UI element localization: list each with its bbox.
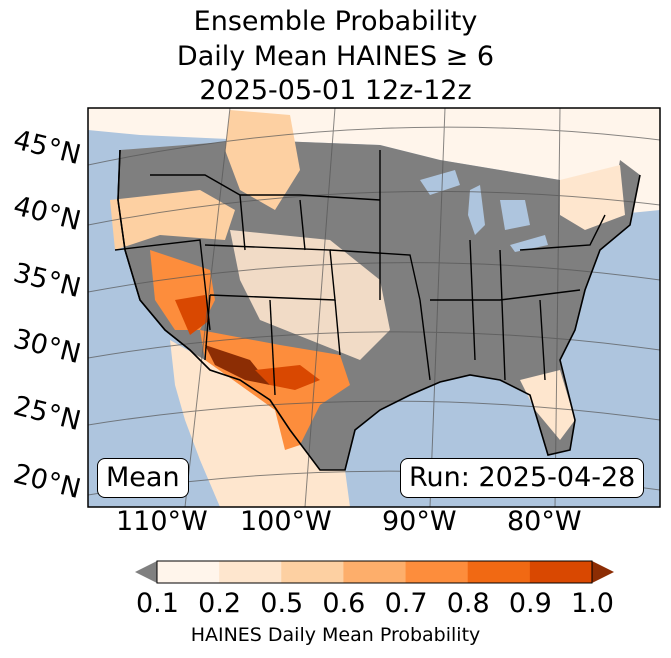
coastline	[117, 149, 641, 471]
colorbar-segment	[219, 561, 282, 583]
colorbar-segment	[281, 561, 344, 583]
prob-patch-florida	[520, 370, 575, 440]
lake-huron	[500, 200, 530, 230]
lon-label-110w: 110°W	[116, 506, 208, 537]
colorbar-frame	[156, 560, 593, 584]
colorbar-tick-label: 0.9	[508, 588, 552, 619]
colorbar-tick-label: 1.0	[571, 588, 614, 619]
prob-patch-arizona-west	[175, 295, 210, 335]
colorbar-label: HAINES Daily Mean Probability	[190, 624, 481, 646]
prob-patch-core	[205, 345, 270, 385]
state-borders	[114, 149, 606, 396]
colorbar-segment	[467, 561, 531, 583]
colorbar-tick-label: 0.2	[198, 588, 242, 619]
colorbar-segment	[157, 561, 220, 583]
lake-superior	[420, 170, 460, 195]
map-title-line2: Daily Mean HAINES ≥ 6	[176, 41, 495, 72]
prob-patch-oregon	[110, 190, 235, 250]
lon-label-80w: 80°W	[507, 506, 582, 537]
colorbar-tick-label: 0.8	[446, 588, 490, 619]
lon-label-90w: 90°W	[382, 506, 457, 537]
colorbar-tick-label: 0.1	[136, 588, 179, 619]
colorbar-segment	[529, 561, 593, 583]
colorbar-segment	[405, 561, 469, 583]
colorbar-segment	[343, 561, 407, 583]
map-title-line3: 2025-05-01 12z-12z	[199, 75, 472, 106]
map-title-line1: Ensemble Probability	[193, 6, 478, 37]
lake-erie	[510, 235, 548, 252]
map-frame	[87, 107, 661, 508]
colorbar-tick-label: 0.6	[322, 588, 366, 619]
run-annotation: Run: 2025-04-28	[400, 458, 645, 498]
colorbar-tick-label: 0.7	[384, 588, 428, 619]
mexico-land	[170, 340, 350, 507]
prob-patch-texas-west	[255, 365, 320, 390]
colorbar-tick-label: 0.5	[260, 588, 304, 619]
prob-patch-northeast	[560, 165, 625, 230]
lon-label-100w: 100°W	[240, 506, 332, 537]
lake-michigan	[468, 185, 485, 235]
stat-annotation: Mean	[97, 458, 189, 498]
colorbar	[135, 560, 614, 584]
colorbar-under-arrow	[135, 561, 157, 583]
prob-patch-plains	[230, 230, 390, 360]
colorbar-over-arrow	[592, 561, 614, 583]
